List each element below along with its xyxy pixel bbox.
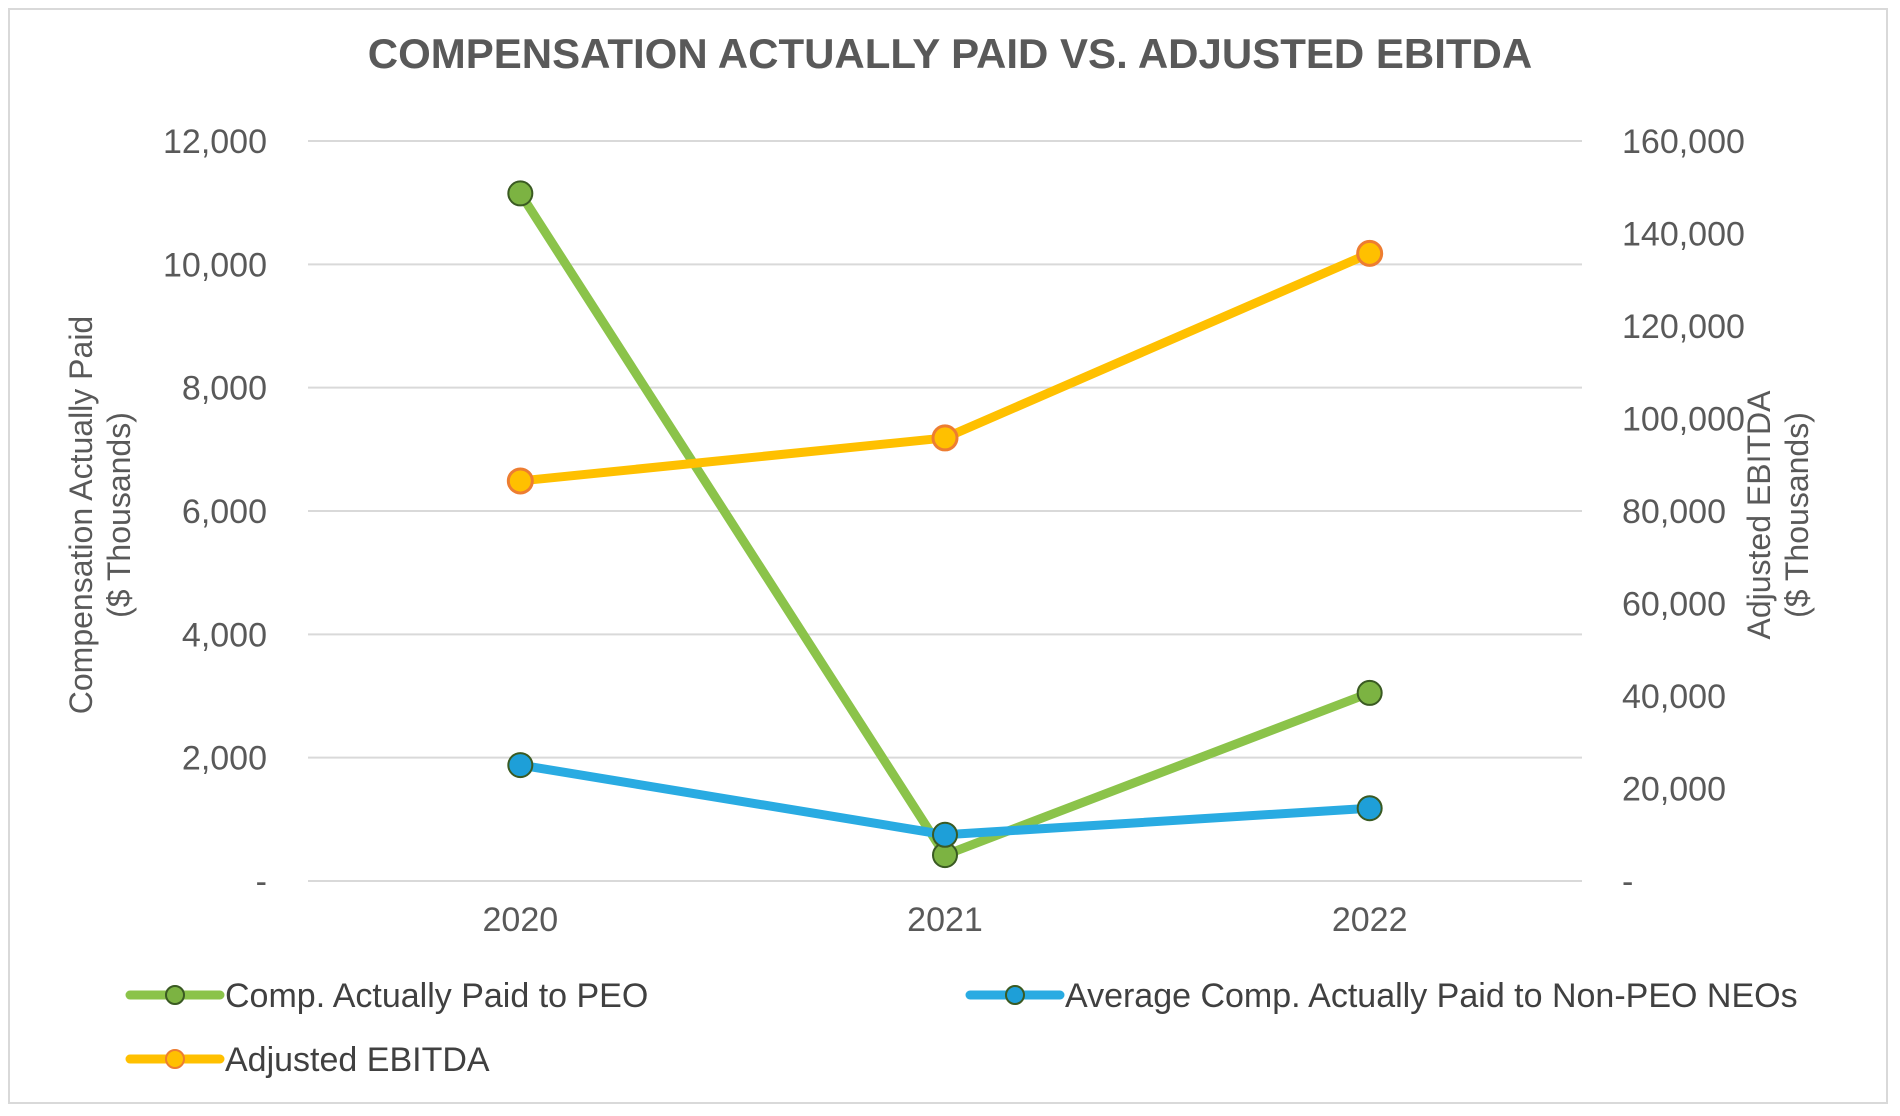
chart-frame: COMPENSATION ACTUALLY PAID VS. ADJUSTED … xyxy=(8,8,1888,1104)
x-tick-label: 2020 xyxy=(483,901,559,939)
right-axis-title-line2: ($ Thousands) xyxy=(1779,412,1815,618)
data-point xyxy=(1358,241,1382,265)
x-tick-label: 2022 xyxy=(1332,901,1408,939)
right-axis-ticks: - 20,000 40,000 60,000 80,000 100,000 120,000 1… xyxy=(1622,123,1745,901)
legend-swatch-marker xyxy=(166,986,184,1004)
x-axis-ticks: 2020 2021 2022 xyxy=(483,901,1408,939)
series-line xyxy=(520,193,1369,855)
right-tick-label: 140,000 xyxy=(1622,216,1745,254)
data-point xyxy=(933,426,957,450)
left-axis-ticks: - 2,000 4,000 6,000 8,000 10,000 12,000 xyxy=(163,123,267,901)
data-point xyxy=(1358,796,1382,820)
right-tick-label: 160,000 xyxy=(1622,123,1745,161)
right-tick-label: 80,000 xyxy=(1622,493,1726,531)
legend-swatch-marker xyxy=(166,1050,184,1068)
right-tick-label: 20,000 xyxy=(1622,771,1726,809)
left-tick-label: 6,000 xyxy=(182,493,267,531)
chart-title: COMPENSATION ACTUALLY PAID VS. ADJUSTED … xyxy=(368,30,1532,77)
gridlines xyxy=(308,141,1582,881)
legend-swatch-marker xyxy=(1006,986,1024,1004)
right-tick-label: 100,000 xyxy=(1622,401,1745,439)
legend-label: Comp. Actually Paid to PEO xyxy=(225,977,648,1015)
left-tick-label: 10,000 xyxy=(163,246,267,284)
x-tick-label: 2021 xyxy=(907,901,983,939)
left-tick-label: 4,000 xyxy=(182,616,267,654)
legend-label: Average Comp. Actually Paid to Non-PEO N… xyxy=(1065,977,1798,1015)
left-tick-label: 2,000 xyxy=(182,740,267,778)
legend: Comp. Actually Paid to PEO Average Comp. … xyxy=(130,977,1798,1079)
right-axis-title-line1: Adjusted EBITDA xyxy=(1741,390,1777,640)
right-tick-label: - xyxy=(1622,863,1633,901)
data-point xyxy=(508,181,532,205)
data-point xyxy=(508,753,532,777)
legend-label: Adjusted EBITDA xyxy=(225,1041,490,1079)
data-point xyxy=(508,469,532,493)
right-tick-label: 60,000 xyxy=(1622,586,1726,624)
chart-svg: COMPENSATION ACTUALLY PAID VS. ADJUSTED … xyxy=(10,10,1890,1106)
data-point xyxy=(933,823,957,847)
right-tick-label: 40,000 xyxy=(1622,678,1726,716)
left-axis-title-line2: ($ Thousands) xyxy=(101,412,137,618)
right-tick-label: 120,000 xyxy=(1622,308,1745,346)
left-tick-label: 12,000 xyxy=(163,123,267,161)
data-point xyxy=(1358,681,1382,705)
left-axis-title-line1: Compensation Actually Paid xyxy=(63,316,99,714)
left-tick-label: 8,000 xyxy=(182,370,267,408)
series-layer xyxy=(508,181,1381,867)
left-tick-label: - xyxy=(256,863,267,901)
